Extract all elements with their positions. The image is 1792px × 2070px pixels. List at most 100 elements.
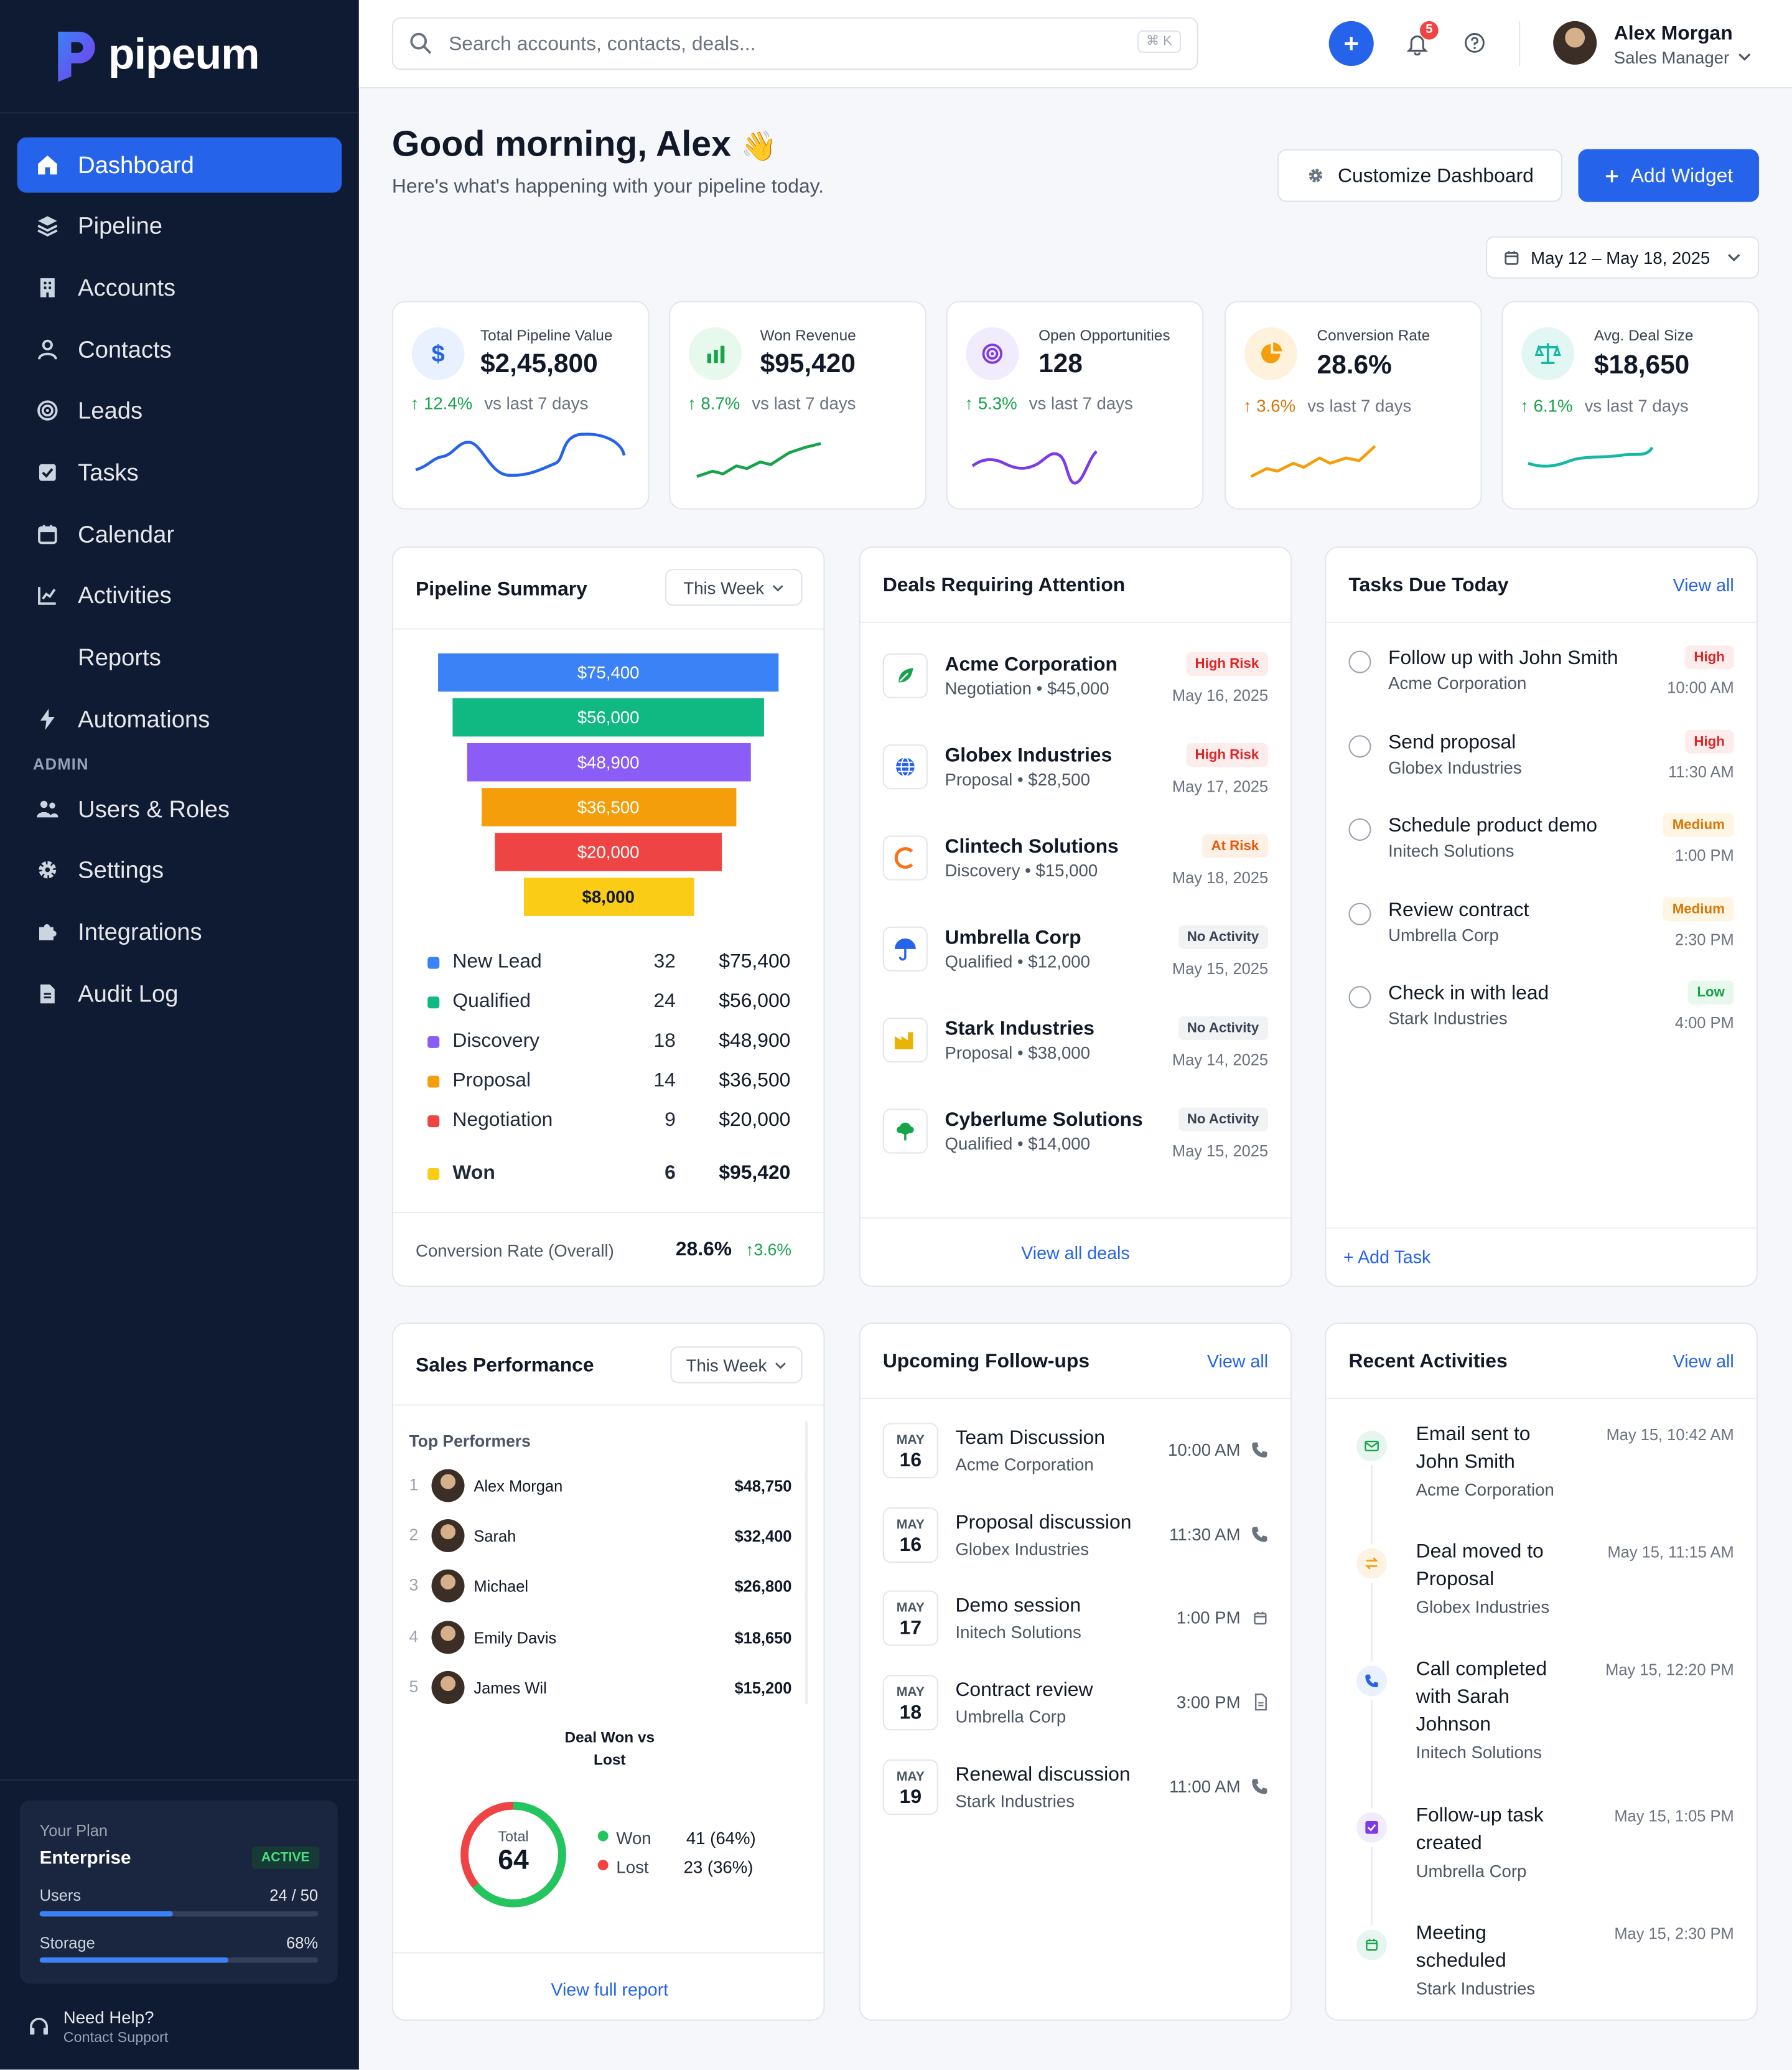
add-task-button[interactable]: + Add Task [1343,1247,1431,1267]
deal-row[interactable]: Clintech Solutions Discovery • $15,000 At … [861,834,1290,920]
stat-period: vs last 7 days [1307,396,1412,416]
deal-row[interactable]: Globex Industries Proposal • $28,500 High … [861,743,1290,829]
nav-item-pipeline[interactable]: Pipeline [17,198,342,253]
task-checkbox[interactable] [1348,734,1371,757]
view-all-followups-link[interactable]: View all [1206,1351,1269,1372]
funnel-bar[interactable]: $36,500 [481,788,736,827]
task-checkbox[interactable] [1348,650,1371,673]
nav-item-contacts[interactable]: Contacts [17,322,342,377]
funnel-bar[interactable]: $75,400 [438,653,779,692]
funnel-bar[interactable]: $48,900 [466,743,750,782]
followup-row[interactable]: MAY 19 Renewal discussion Stark Industries 1… [861,1759,1290,1817]
layers-icon [34,212,60,238]
file-icon [34,981,60,1007]
nav-label: Audit Log [78,980,179,1007]
legend-label-won: Won [616,1828,651,1848]
performer-avatar [431,1469,465,1502]
view-all-tasks-link[interactable]: View all [1673,575,1734,596]
view-all-deals-link[interactable]: View all deals [1021,1243,1130,1263]
brand-logo[interactable]: pipeum [50,26,259,82]
nav-item-activities[interactable]: Activities [17,568,342,623]
task-title[interactable]: Send proposal [1388,730,1516,753]
period-dropdown[interactable]: This Week [665,569,803,606]
stat-card-conversion-rate[interactable]: Conversion Rate 28.6% ↑ 3.6% vs last 7 da… [1225,301,1482,510]
calendar-icon[interactable] [1253,1609,1268,1633]
view-all-activities-link[interactable]: View all [1673,1351,1734,1372]
nav-item-reports[interactable]: Reports [17,630,342,685]
nav-item-calendar[interactable]: Calendar [17,507,342,562]
deal-company: Clintech Solutions [945,835,1119,858]
deal-date: May 17, 2025 [1172,777,1269,796]
search-shortcut-hint: ⌘ K [1137,30,1182,53]
task-title[interactable]: Schedule product demo [1388,814,1598,837]
activity-row[interactable]: Email sent to John Smith Acme Corporation M… [1326,1423,1756,1529]
task-checkbox[interactable] [1348,902,1371,925]
nav-item-users-roles[interactable]: Users & Roles [17,782,342,837]
stat-card-avg-deal-size[interactable]: Avg. Deal Size $18,650 ↑ 6.1% vs last 7 d… [1501,301,1760,510]
quick-add-button[interactable] [1328,21,1374,67]
stat-card-won-revenue[interactable]: Won Revenue $95,420 ↑ 8.7% vs last 7 days [669,301,926,510]
lightning-icon [34,706,60,733]
deal-row[interactable]: Acme Corporation Negotiation • $45,000 Hig… [861,652,1290,738]
period-dropdown[interactable]: This Week [670,1346,803,1384]
phone-icon[interactable] [1251,1525,1269,1549]
date-box: MAY 16 [882,1507,938,1563]
activity-row[interactable]: Follow-up task created Umbrella Corp May 15… [1326,1804,1756,1910]
deal-row[interactable]: Umbrella Corp Qualified • $12,000 No Activ… [861,925,1290,1011]
funnel-bar[interactable]: $8,000 [523,878,694,916]
nav-item-settings[interactable]: Settings [17,842,342,897]
period-dropdown-value: This Week [683,577,765,597]
nav-item-integrations[interactable]: Integrations [17,904,342,960]
performer-row[interactable]: 5 James Wil $15,200 [393,1670,805,1705]
followup-row[interactable]: MAY 16 Team Discussion Acme Corporation 10:0… [861,1423,1290,1481]
user-name[interactable]: Alex Morgan [1613,22,1733,45]
nav-item-automations[interactable]: Automations [17,691,342,747]
notifications-button[interactable]: 5 [1406,21,1439,62]
date-month: MAY [896,1685,925,1700]
customize-dashboard-button[interactable]: Customize Dashboard [1277,149,1563,202]
deal-row[interactable]: Cyberlume Solutions Qualified • $14,000 No… [861,1107,1290,1193]
search-box[interactable]: Search accounts, contacts, deals... ⌘ K [391,17,1198,70]
nav-item-tasks[interactable]: Tasks [17,445,342,500]
deal-row[interactable]: Stark Industries Proposal • $38,000 No Act… [861,1016,1290,1102]
task-checkbox[interactable] [1348,986,1371,1009]
task-title[interactable]: Check in with lead [1388,981,1549,1005]
performer-row[interactable]: 4 Emily Davis $18,650 [393,1620,805,1654]
task-title[interactable]: Review contract [1388,898,1529,921]
followup-row[interactable]: MAY 18 Contract review Umbrella Corp 3:00 PM [861,1675,1290,1733]
funnel-bar[interactable]: $20,000 [495,833,722,871]
performer-row[interactable]: 2 Sarah $32,400 [393,1519,805,1553]
nav-item-accounts[interactable]: Accounts [17,260,342,316]
activity-row[interactable]: Call completed with Sarah Johnson Initech S… [1326,1658,1756,1764]
performer-row[interactable]: 3 Michael $26,800 [393,1570,805,1604]
funnel-bar[interactable]: $56,000 [452,698,764,737]
nav-item-dashboard[interactable]: Dashboard [17,137,342,193]
followup-row[interactable]: MAY 16 Proposal discussion Globex Industrie… [861,1507,1290,1565]
task-company: Initech Solutions [1388,840,1514,861]
user-avatar[interactable] [1553,21,1597,65]
task-title[interactable]: Follow up with John Smith [1388,647,1618,670]
add-widget-button[interactable]: Add Widget [1578,149,1760,202]
document-icon[interactable] [1254,1693,1268,1717]
arc-logo-icon [882,835,928,881]
stat-card-open-opportunities[interactable]: Open Opportunities 128 ↑ 5.3% vs last 7 d… [946,301,1204,510]
chevron-down-icon[interactable] [1738,52,1751,62]
help-button[interactable] [1463,32,1486,61]
search-input[interactable]: Search accounts, contacts, deals... [449,32,756,55]
activity-row[interactable]: Deal moved to Proposal Globex Industries Ma… [1326,1540,1756,1646]
phone-icon[interactable] [1251,1777,1269,1801]
activity-row[interactable]: Meeting scheduled Stark Industries May 15, … [1326,1922,1756,2028]
nav-item-audit-log[interactable]: Audit Log [17,966,342,1021]
date-range-picker[interactable]: May 12 – May 18, 2025 [1486,236,1760,279]
performer-row[interactable]: 1 Alex Morgan $48,750 [393,1469,805,1503]
task-checkbox[interactable] [1348,818,1371,841]
scroll-track[interactable] [805,1421,808,1704]
nav-label: Users & Roles [78,795,230,822]
phone-icon[interactable] [1251,1441,1269,1465]
stat-card-pipeline-value[interactable]: $ Total Pipeline Value $2,45,800 ↑ 12.4%… [391,301,650,510]
view-full-report-link[interactable]: View full report [551,1980,669,2000]
followup-row[interactable]: MAY 17 Demo session Initech Solutions 1:00 P… [861,1591,1290,1649]
nav-item-leads[interactable]: Leads [17,383,342,438]
followup-company: Globex Industries [955,1538,1090,1559]
help-link[interactable]: Need Help? Contact Support [28,2008,168,2046]
